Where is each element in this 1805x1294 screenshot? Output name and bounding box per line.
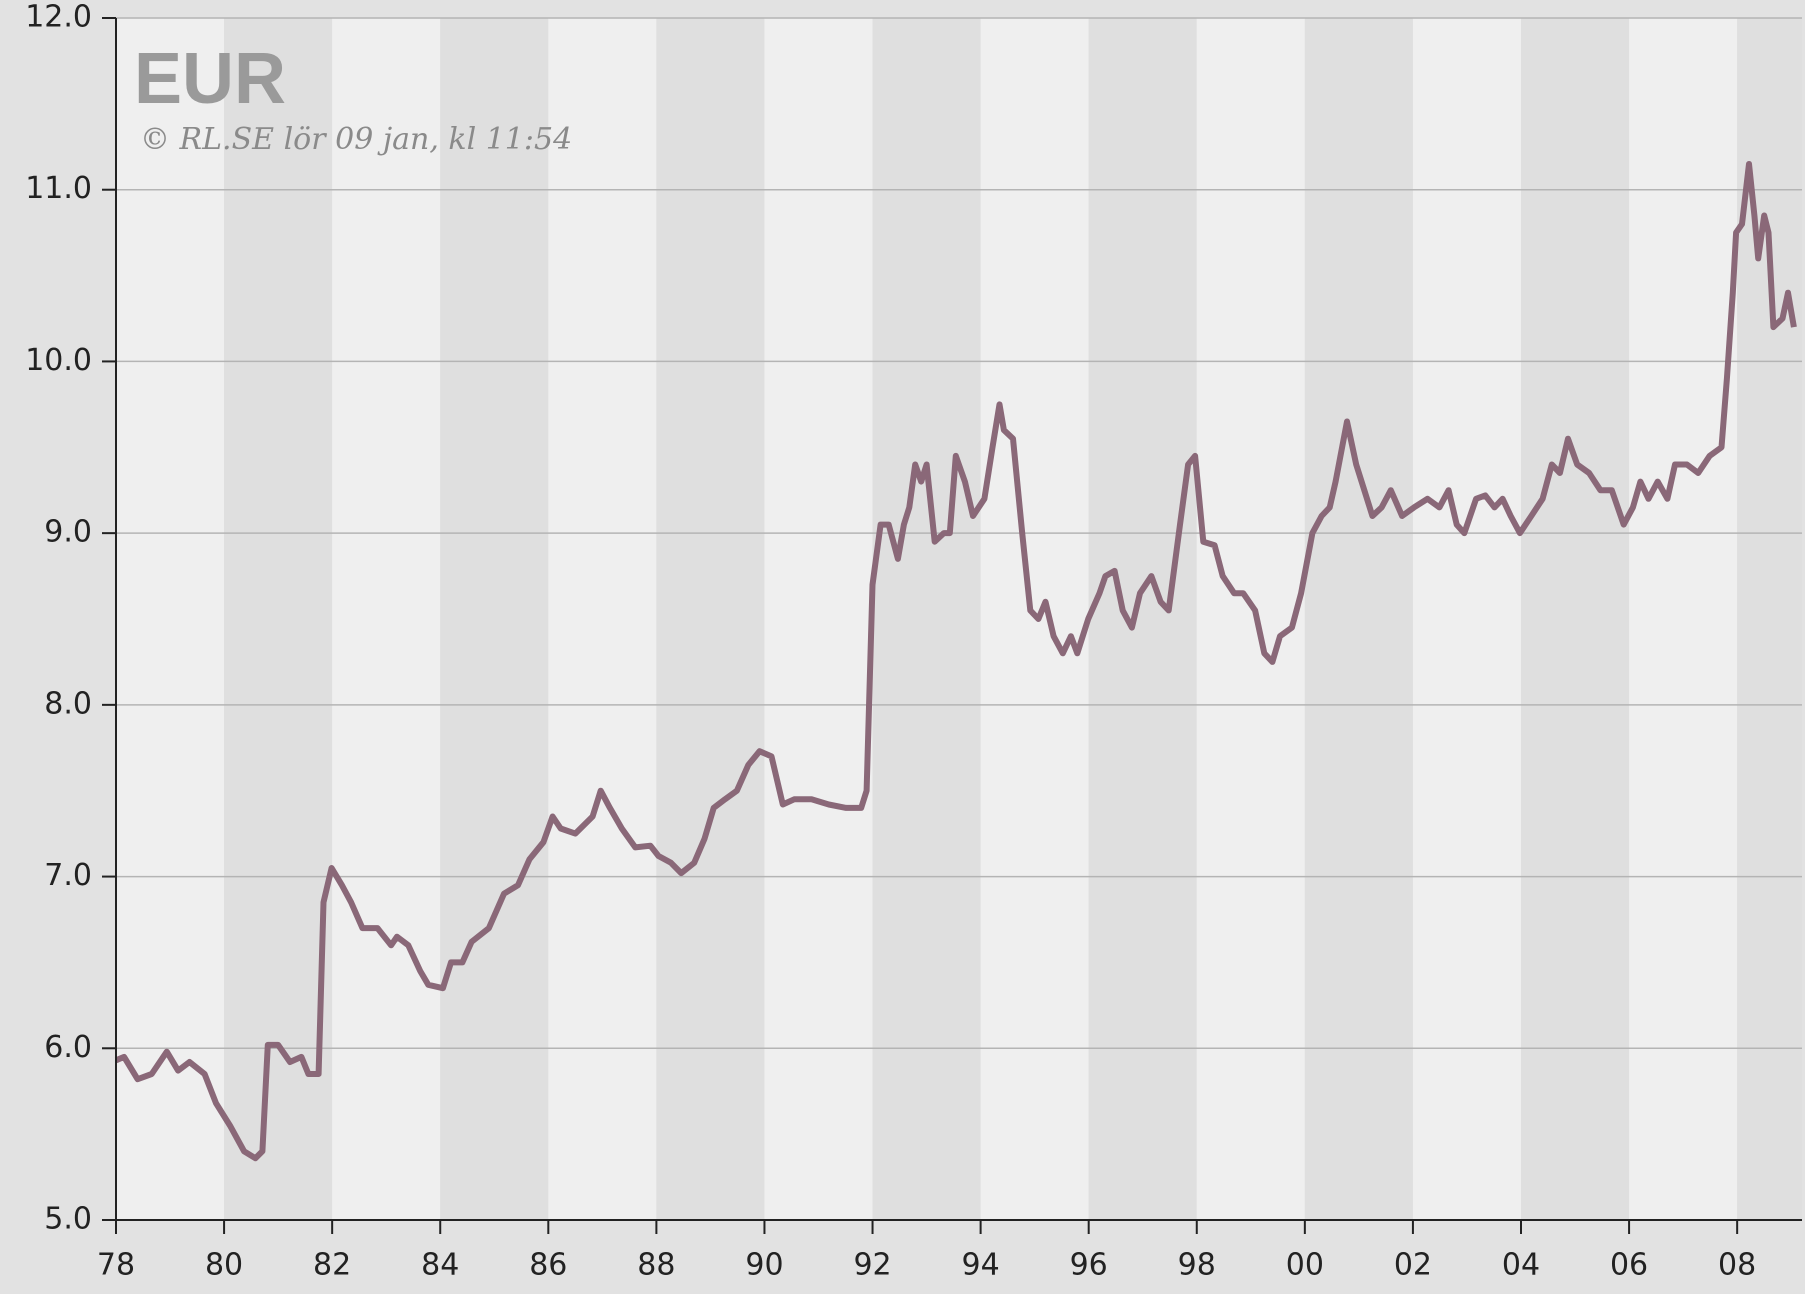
x-tick-label: 88 [637,1248,675,1283]
band [548,18,657,1220]
x-tick-label: 80 [205,1248,243,1283]
band [1521,18,1630,1220]
band [872,18,981,1220]
x-tick-label: 82 [313,1248,351,1283]
y-tick-label: 10.0 [25,343,92,378]
band [1737,18,1802,1220]
x-tick-label: 84 [421,1248,459,1283]
x-tick-label: 06 [1610,1248,1648,1283]
lines [114,161,1797,1162]
x-tick-label: 00 [1286,1248,1324,1283]
y-tick-label: 7.0 [44,858,92,893]
band [1629,18,1738,1220]
band [1088,18,1197,1220]
band [116,18,225,1220]
y-tick-label: 9.0 [44,515,92,550]
x-tick-label: 08 [1718,1248,1756,1283]
x-tick-label: 86 [529,1248,567,1283]
y-tick-label: 5.0 [44,1202,92,1237]
chart-title: EUR [134,39,286,119]
axes: 5.0 6.0 7.0 8.0 9.0 10.0 11.0 12.0 78 80 82 84 86 88 9… [25,0,1802,1283]
band [332,18,441,1220]
x-tick-label: 98 [1178,1248,1216,1283]
y-tick-label: 11.0 [25,171,92,206]
band [656,18,765,1220]
x-tick-label: 04 [1502,1248,1540,1283]
x-tick-label: 90 [745,1248,783,1283]
x-tick-label: 92 [853,1248,891,1283]
y-tick-label: 6.0 [44,1030,92,1065]
data-line [114,161,1797,1162]
band [1196,18,1305,1220]
chart-subtitle: © RL.SE lör 09 jan, kl 11:54 [140,122,572,157]
x-tick-label: 78 [97,1248,135,1283]
y-tick-label: 8.0 [44,686,92,721]
x-tick-label: 02 [1394,1248,1432,1283]
band [440,18,549,1220]
band [224,18,333,1220]
band [1412,18,1521,1220]
x-tick-label: 94 [962,1248,1000,1283]
grid [116,17,1802,1221]
band [1304,18,1413,1220]
x-tick-label: 96 [1070,1248,1108,1283]
band [764,18,873,1220]
y-tick-label: 12.0 [25,0,92,35]
bands [116,18,1802,1220]
